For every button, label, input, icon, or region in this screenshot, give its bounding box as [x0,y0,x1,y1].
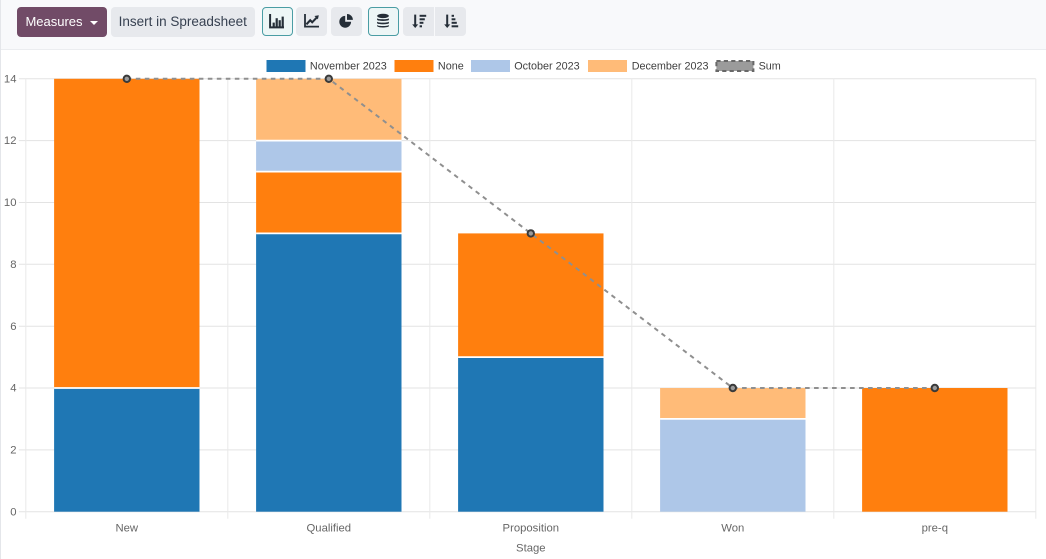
svg-text:None: None [438,61,464,73]
svg-text:0: 0 [10,506,16,518]
svg-text:2: 2 [10,445,16,457]
svg-text:November 2023: November 2023 [310,61,387,73]
svg-text:Sum: Sum [759,61,781,73]
svg-text:6: 6 [10,321,16,333]
svg-text:12: 12 [4,135,17,147]
svg-text:Won: Won [721,523,744,535]
svg-text:10: 10 [4,197,17,209]
svg-text:October 2023: October 2023 [514,61,579,73]
svg-text:14: 14 [4,73,17,85]
svg-text:December 2023: December 2023 [632,61,709,73]
svg-text:Proposition: Proposition [503,523,560,535]
svg-text:New: New [115,523,138,535]
svg-text:8: 8 [10,259,16,271]
svg-text:Stage: Stage [516,543,546,555]
svg-text:Qualified: Qualified [307,523,352,535]
svg-text:4: 4 [10,383,16,395]
svg-text:pre-q: pre-q [922,523,948,535]
